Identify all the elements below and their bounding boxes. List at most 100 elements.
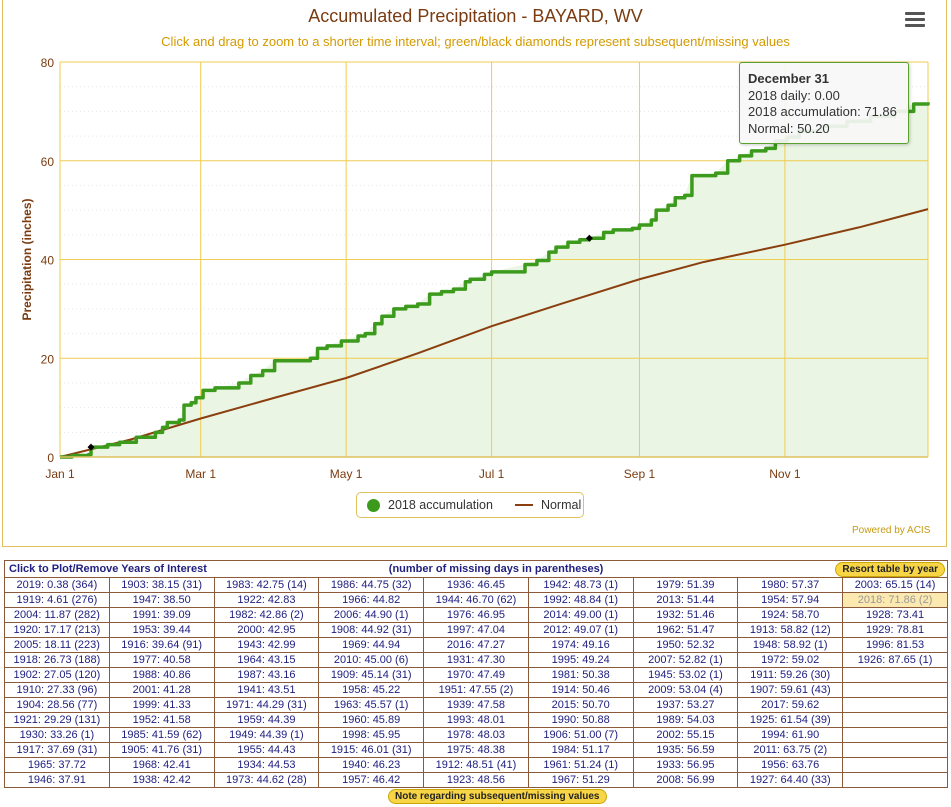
year-cell[interactable]: 1942: 48.73 (1) (527, 577, 634, 593)
year-cell[interactable]: 1962: 51.47 (632, 622, 739, 638)
year-cell[interactable]: 1958: 45.22 (318, 682, 425, 698)
year-cell[interactable]: 1947: 38.50 (108, 592, 215, 608)
year-cell[interactable]: 1932: 51.46 (632, 607, 739, 623)
year-cell[interactable]: 1905: 41.76 (31) (108, 742, 215, 758)
note-missing-values-button[interactable]: Note regarding subsequent/missing values (388, 789, 607, 804)
year-cell[interactable]: 1949: 44.39 (1) (213, 727, 320, 743)
year-cell[interactable]: 1985: 41.59 (62) (108, 727, 215, 743)
year-cell[interactable]: 1911: 59.26 (30) (737, 667, 844, 683)
year-cell[interactable]: 1926: 87.65 (1) (842, 652, 948, 668)
year-cell[interactable]: 1922: 42.83 (213, 592, 320, 608)
year-cell[interactable]: 1974: 49.16 (527, 637, 634, 653)
year-cell[interactable]: 1988: 40.86 (108, 667, 215, 683)
year-cell[interactable]: 2010: 45.00 (6) (318, 652, 425, 668)
year-cell[interactable]: 1971: 44.29 (31) (213, 697, 320, 713)
year-cell[interactable]: 2011: 63.75 (2) (737, 742, 844, 758)
year-cell[interactable]: 1981: 50.38 (527, 667, 634, 683)
year-cell[interactable]: 1908: 44.92 (31) (318, 622, 425, 638)
year-cell[interactable]: 1933: 56.95 (632, 757, 739, 773)
year-cell[interactable]: 2005: 18.11 (223) (4, 637, 110, 653)
year-cell[interactable]: 1944: 46.70 (62) (423, 592, 529, 608)
hamburger-menu-icon[interactable] (905, 12, 925, 30)
year-cell[interactable]: 1955: 44.43 (213, 742, 320, 758)
year-cell[interactable]: 1930: 33.26 (1) (4, 727, 110, 743)
year-cell[interactable]: 2014: 49.00 (1) (527, 607, 634, 623)
year-cell[interactable]: 1978: 48.03 (423, 727, 529, 743)
year-cell[interactable]: 2003: 65.15 (14) (842, 577, 948, 593)
year-cell[interactable]: 1914: 50.46 (527, 682, 634, 698)
year-cell[interactable]: 1916: 39.64 (91) (108, 637, 215, 653)
year-cell[interactable]: 1938: 42.42 (108, 772, 215, 788)
year-cell[interactable]: 1912: 48.51 (41) (423, 757, 529, 773)
legend-item-accumulation[interactable]: 2018 accumulation (388, 498, 493, 512)
year-cell[interactable]: 1998: 45.95 (318, 727, 425, 743)
year-cell[interactable]: 1995: 49.24 (527, 652, 634, 668)
year-cell[interactable]: 1969: 44.94 (318, 637, 425, 653)
year-cell[interactable]: 1952: 41.58 (108, 712, 215, 728)
year-cell[interactable]: 1979: 51.39 (632, 577, 739, 593)
year-cell[interactable]: 1963: 45.57 (1) (318, 697, 425, 713)
year-cell[interactable]: 1980: 57.37 (737, 577, 844, 593)
year-cell[interactable]: 1904: 28.56 (77) (4, 697, 110, 713)
year-cell[interactable]: 2008: 56.99 (632, 772, 739, 788)
year-cell[interactable]: 1992: 48.84 (1) (527, 592, 634, 608)
year-cell[interactable]: 1972: 59.02 (737, 652, 844, 668)
year-cell[interactable]: 2006: 44.90 (1) (318, 607, 425, 623)
year-cell[interactable]: 2017: 59.62 (737, 697, 844, 713)
year-cell[interactable]: 1983: 42.75 (14) (213, 577, 320, 593)
year-cell[interactable]: 1917: 37.69 (31) (4, 742, 110, 758)
year-cell[interactable]: 2007: 52.82 (1) (632, 652, 739, 668)
year-cell[interactable]: 1957: 46.42 (318, 772, 425, 788)
year-cell[interactable]: 1966: 44.82 (318, 592, 425, 608)
year-cell[interactable]: 1977: 40.58 (108, 652, 215, 668)
powered-by-credit[interactable]: Powered by ACIS (852, 525, 931, 536)
year-cell[interactable]: 1954: 57.94 (737, 592, 844, 608)
year-cell[interactable]: 1945: 53.02 (1) (632, 667, 739, 683)
year-cell[interactable]: 1986: 44.75 (32) (318, 577, 425, 593)
year-cell[interactable]: 1923: 48.56 (423, 772, 529, 788)
year-cell[interactable]: 1929: 78.81 (842, 622, 948, 638)
year-cell[interactable]: 1936: 46.45 (423, 577, 529, 593)
year-cell[interactable]: 1910: 27.33 (96) (4, 682, 110, 698)
year-cell[interactable]: 1956: 63.76 (737, 757, 844, 773)
year-cell[interactable]: 1991: 39.09 (108, 607, 215, 623)
year-cell[interactable]: 2009: 53.04 (4) (632, 682, 739, 698)
year-cell[interactable]: 1924: 58.70 (737, 607, 844, 623)
year-cell[interactable]: 2002: 55.15 (632, 727, 739, 743)
year-cell[interactable]: 1960: 45.89 (318, 712, 425, 728)
year-cell[interactable]: 1968: 42.41 (108, 757, 215, 773)
year-cell[interactable]: 1919: 4.61 (276) (4, 592, 110, 608)
year-cell[interactable]: 1937: 53.27 (632, 697, 739, 713)
legend-item-normal[interactable]: Normal (540, 498, 582, 512)
year-cell[interactable]: 1946: 37.91 (4, 772, 110, 788)
year-cell[interactable]: 1903: 38.15 (31) (108, 577, 215, 593)
year-cell[interactable]: 1987: 43.16 (213, 667, 320, 683)
year-cell[interactable]: 1902: 27.05 (120) (4, 667, 110, 683)
year-cell[interactable]: 1999: 41.33 (108, 697, 215, 713)
year-cell[interactable]: 1943: 42.99 (213, 637, 320, 653)
year-cell[interactable]: 1948: 58.92 (1) (737, 637, 844, 653)
year-cell[interactable]: 2018: 71.86 (2) (842, 592, 948, 608)
year-cell[interactable]: 1951: 47.55 (2) (423, 682, 529, 698)
year-cell[interactable]: 1984: 51.17 (527, 742, 634, 758)
year-cell[interactable]: 1997: 47.04 (423, 622, 529, 638)
year-cell[interactable]: 1959: 44.39 (213, 712, 320, 728)
year-cell[interactable]: 2019: 0.38 (364) (4, 577, 110, 593)
year-cell[interactable]: 1993: 48.01 (423, 712, 529, 728)
year-cell[interactable]: 2015: 50.70 (527, 697, 634, 713)
year-cell[interactable]: 2016: 47.27 (423, 637, 529, 653)
resort-table-button[interactable]: Resort table by year (835, 561, 945, 577)
year-cell[interactable]: 1973: 44.62 (28) (213, 772, 320, 788)
year-cell[interactable]: 1965: 37.72 (4, 757, 110, 773)
chart-plot[interactable]: 0 20 40 60 80 Jan 1 Mar 1 May 1 Jul 1 Sep 1 Nov 1 P… (0, 0, 951, 490)
year-cell[interactable]: 1925: 61.54 (39) (737, 712, 844, 728)
year-cell[interactable]: 1920: 17.17 (213) (4, 622, 110, 638)
year-cell[interactable]: 1996: 81.53 (842, 637, 948, 653)
year-cell[interactable]: 1939: 47.58 (423, 697, 529, 713)
year-cell[interactable]: 1961: 51.24 (1) (527, 757, 634, 773)
year-cell[interactable]: 1906: 51.00 (7) (527, 727, 634, 743)
year-cell[interactable]: 1927: 64.40 (33) (737, 772, 844, 788)
year-cell[interactable]: 1913: 58.82 (12) (737, 622, 844, 638)
year-cell[interactable]: 1994: 61.90 (737, 727, 844, 743)
year-cell[interactable]: 1934: 44.53 (213, 757, 320, 773)
